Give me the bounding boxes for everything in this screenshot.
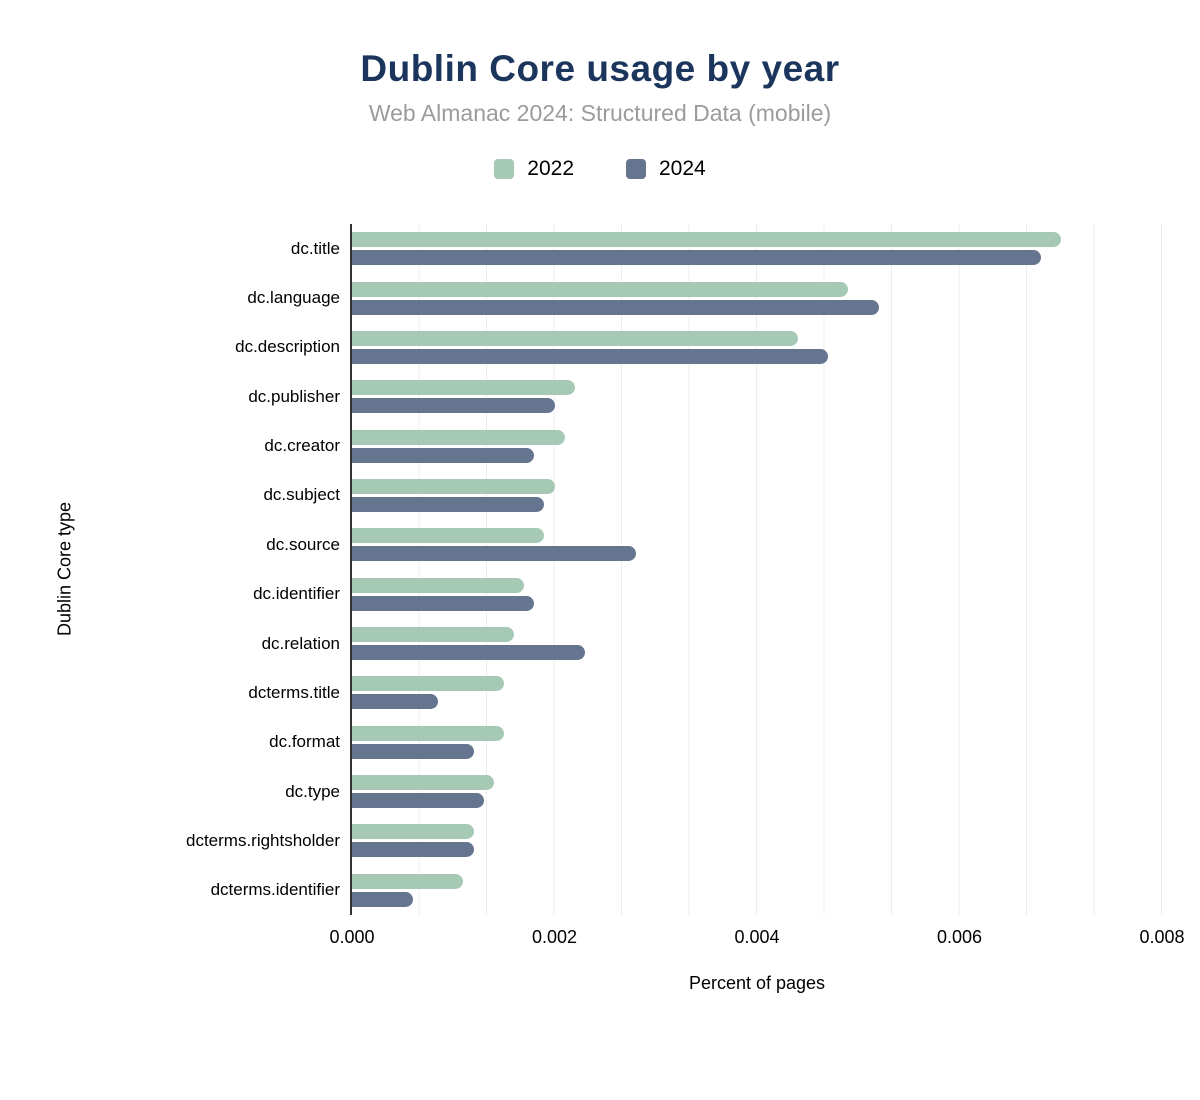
bar-group bbox=[352, 816, 1200, 865]
bar-2022-dcterms.identifier bbox=[352, 873, 464, 889]
bar-2022-dc.format bbox=[352, 725, 504, 741]
x-tick-label: 0.008 bbox=[1139, 927, 1185, 947]
category-label: dc.title bbox=[290, 238, 340, 258]
bar-2022-dc.source bbox=[352, 528, 545, 544]
x-axis-title: Percent of pages bbox=[688, 973, 826, 993]
category-row: dc.relation bbox=[0, 619, 1200, 668]
bar-group bbox=[352, 471, 1200, 520]
legend-label-2024: 2024 bbox=[659, 157, 706, 180]
bar-2024-dc.language bbox=[352, 299, 879, 315]
bar-2024-dc.type bbox=[352, 793, 484, 809]
bar-group bbox=[352, 224, 1200, 273]
bar-2022-dc.identifier bbox=[352, 577, 525, 593]
bar-group bbox=[352, 668, 1200, 717]
category-row: dc.language bbox=[0, 273, 1200, 322]
x-axis-ticks: 0.000 0.002 0.004 0.006 0.008 bbox=[329, 915, 1184, 961]
category-row: dc.format bbox=[0, 718, 1200, 767]
chart-title: Dublin Core usage by year bbox=[360, 48, 840, 89]
bar-2022-dc.language bbox=[352, 281, 849, 297]
bar-2022-dc.publisher bbox=[352, 380, 575, 396]
category-row: dcterms.rightsholder bbox=[0, 816, 1200, 865]
bar-group bbox=[352, 619, 1200, 668]
legend-item-2022: 2022 bbox=[494, 157, 574, 181]
category-label: dc.description bbox=[235, 337, 340, 357]
bar-group bbox=[352, 273, 1200, 322]
bar-2024-dcterms.title bbox=[352, 694, 439, 710]
x-tick-label: 0.002 bbox=[531, 927, 578, 947]
bar-2024-dc.publisher bbox=[352, 398, 555, 414]
category-label: dc.publisher bbox=[248, 386, 340, 406]
bar-2024-dc.relation bbox=[352, 645, 585, 661]
legend-item-2024: 2024 bbox=[626, 157, 706, 181]
legend-label-2022: 2022 bbox=[527, 157, 574, 180]
x-tick-label: 0.006 bbox=[936, 927, 983, 947]
category-label: dc.format bbox=[269, 732, 340, 752]
category-label: dc.source bbox=[266, 534, 340, 554]
bar-group bbox=[352, 570, 1200, 619]
category-label: dcterms.identifier bbox=[210, 880, 340, 900]
bar-group bbox=[352, 767, 1200, 816]
bar-2022-dc.description bbox=[352, 330, 798, 346]
category-row: dcterms.title bbox=[0, 668, 1200, 717]
bar-group bbox=[352, 520, 1200, 569]
bar-group bbox=[352, 421, 1200, 470]
bar-2022-dcterms.rightsholder bbox=[352, 824, 474, 840]
category-row: dc.publisher bbox=[0, 372, 1200, 421]
category-label: dc.subject bbox=[263, 485, 340, 505]
bar-group bbox=[352, 718, 1200, 767]
bar-group bbox=[352, 372, 1200, 421]
category-label: dcterms.rightsholder bbox=[185, 830, 340, 850]
bar-2022-dc.relation bbox=[352, 627, 514, 643]
bar-2024-dc.source bbox=[352, 546, 636, 562]
bar-2022-dc.title bbox=[352, 232, 1061, 248]
category-label: dc.creator bbox=[264, 436, 340, 456]
category-row: dc.creator bbox=[0, 421, 1200, 470]
chart-subtitle: Web Almanac 2024: Structured Data (mobil… bbox=[368, 100, 832, 126]
bar-2024-dc.format bbox=[352, 743, 474, 759]
category-label: dcterms.title bbox=[248, 682, 340, 702]
category-row: dc.subject bbox=[0, 471, 1200, 520]
category-row: dc.source bbox=[0, 520, 1200, 569]
y-axis-line bbox=[350, 224, 352, 915]
bar-2024-dc.creator bbox=[352, 447, 535, 463]
plot-rows: dc.title dc.language dc.description dc.publ… bbox=[0, 224, 1200, 915]
bar-2024-dc.identifier bbox=[352, 595, 535, 611]
x-tick-label: 0.004 bbox=[734, 927, 780, 947]
bar-2024-dc.description bbox=[352, 348, 828, 364]
bar-2022-dc.creator bbox=[352, 429, 565, 445]
bar-2022-dcterms.title bbox=[352, 676, 504, 692]
bar-2022-dc.subject bbox=[352, 478, 555, 494]
bar-2022-dc.type bbox=[352, 775, 494, 791]
bar-2024-dc.title bbox=[352, 250, 1041, 266]
plot-area: dc.title dc.language dc.description dc.publ… bbox=[0, 224, 1200, 915]
category-label: dc.language bbox=[247, 288, 340, 308]
bar-group bbox=[352, 323, 1200, 372]
bar-group bbox=[352, 866, 1200, 915]
bar-2024-dc.subject bbox=[352, 496, 545, 512]
category-label: dc.identifier bbox=[253, 584, 340, 604]
legend-swatch-2024 bbox=[626, 159, 646, 179]
category-row: dc.description bbox=[0, 323, 1200, 372]
bar-2024-dcterms.rightsholder bbox=[352, 842, 474, 858]
category-label: dc.relation bbox=[261, 633, 340, 653]
category-row: dc.type bbox=[0, 767, 1200, 816]
bar-2024-dcterms.identifier bbox=[352, 891, 413, 907]
legend: 2022 2024 bbox=[0, 157, 1200, 181]
x-tick-label: 0.000 bbox=[329, 927, 375, 947]
category-row: dcterms.identifier bbox=[0, 866, 1200, 915]
legend-swatch-2022 bbox=[494, 159, 515, 179]
category-row: dc.title bbox=[0, 224, 1200, 273]
category-row: dc.identifier bbox=[0, 570, 1200, 619]
category-label: dc.type bbox=[285, 781, 340, 801]
